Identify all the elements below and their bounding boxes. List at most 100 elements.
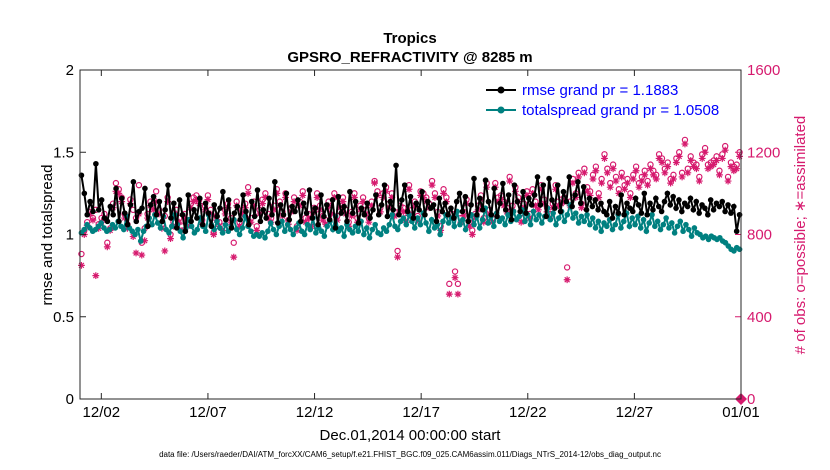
assimilated-obs-point [451, 274, 459, 282]
rmse-point [647, 200, 653, 207]
rmse-point [517, 208, 523, 215]
assimilated-obs-point [236, 222, 243, 230]
rmse-point [196, 195, 203, 202]
assimilated-obs-point [161, 247, 169, 255]
rmse-point [220, 188, 226, 195]
assimilated-obs-point [388, 194, 396, 201]
rmse-point [638, 210, 645, 216]
assimilated-obs-point [606, 183, 614, 191]
totalspread-point [307, 226, 314, 233]
rmse-point [667, 202, 674, 208]
totalspread-point [411, 225, 418, 231]
totalspread-point [550, 210, 556, 216]
totalspread-point [149, 221, 155, 228]
rmse-point [410, 215, 417, 221]
rmse-point [653, 195, 659, 202]
rmse-point [124, 221, 131, 228]
assimilated-obs-point [534, 206, 542, 214]
totalspread-point [270, 226, 277, 233]
totalspread-point [620, 218, 627, 225]
rmse-point [367, 215, 373, 221]
assimilated-obs-point [167, 235, 174, 243]
assimilated-obs-point [652, 175, 660, 183]
assimilated-obs-point [624, 179, 631, 187]
rmse-point [430, 202, 437, 208]
possible-obs-point [454, 280, 462, 288]
totalspread-point [293, 225, 299, 231]
totalspread-point [217, 225, 223, 231]
rmse-point [286, 216, 293, 223]
rmse-point [387, 198, 394, 205]
assimilated-obs-point [103, 243, 111, 251]
rmse-point [425, 198, 431, 205]
rmse-point [202, 200, 209, 207]
rmse-point [145, 223, 151, 230]
rmse-point [531, 192, 538, 198]
rmse-point [456, 190, 463, 197]
assimilated-obs-point [302, 218, 310, 226]
rmse-point [289, 203, 295, 210]
rmse-point [323, 202, 330, 208]
rmse-point [295, 197, 301, 203]
rmse-point [485, 198, 492, 205]
totalspread-point [233, 226, 240, 233]
rmse-point [119, 195, 125, 202]
totalspread-point [169, 223, 175, 230]
totalspread-point [214, 218, 220, 225]
chart-title-line-1: Tropics [383, 30, 436, 47]
assimilated-obs-point [670, 175, 677, 183]
rmse-point [217, 205, 223, 211]
totalspread-point [643, 228, 650, 235]
assimilated-obs-point [664, 163, 672, 171]
assimilated-obs-point [710, 161, 718, 168]
rmse-point [655, 203, 662, 210]
rmse-point [130, 179, 137, 185]
y-axis-label-left: rmse and totalspread [39, 165, 56, 306]
x-tick-label: 12/27 [616, 404, 654, 421]
rmse-point [266, 195, 272, 202]
totalspread-point [688, 233, 695, 239]
rmse-point [710, 207, 717, 213]
assimilated-obs-point [678, 173, 686, 181]
totalspread-point [674, 223, 681, 230]
rmse-point [546, 175, 552, 182]
rmse-point [514, 198, 521, 205]
rmse-point [615, 210, 622, 216]
rmse-point [298, 218, 304, 225]
assimilated-obs-point [181, 214, 189, 222]
rmse-point [309, 215, 316, 221]
rmse-point [315, 221, 321, 228]
totalspread-point [112, 225, 119, 231]
assimilated-obs-point [592, 167, 600, 175]
rmse-point [589, 203, 596, 210]
assimilated-obs-point [690, 163, 697, 171]
rmse-point [728, 210, 734, 216]
possible-obs-point [394, 247, 401, 255]
assimilated-obs-point [532, 202, 539, 210]
rmse-point [110, 211, 116, 218]
rmse-point [557, 208, 564, 215]
assimilated-obs-point [365, 218, 373, 226]
totalspread-point [572, 210, 579, 216]
assimilated-obs-point [517, 218, 525, 226]
assimilated-obs-point [405, 185, 413, 193]
rmse-point [419, 188, 425, 195]
legend-spread-marker [497, 106, 505, 114]
assimilated-obs-point [727, 163, 735, 171]
assimilated-obs-point [394, 253, 401, 261]
assimilated-obs-point [595, 194, 603, 201]
rmse-point [243, 208, 249, 215]
rmse-point [260, 207, 267, 213]
possible-obs-point [230, 239, 237, 246]
rmse-point [566, 174, 573, 180]
rmse-point [113, 185, 119, 192]
possible-obs-point [244, 184, 252, 191]
rmse-point [433, 218, 440, 225]
totalspread-point [273, 231, 280, 238]
rmse-point [661, 198, 668, 205]
assimilated-obs-point [319, 216, 327, 224]
rmse-point [228, 225, 235, 231]
assimilated-obs-point [629, 175, 637, 183]
rmse-point [422, 211, 428, 218]
rmse-point [121, 210, 128, 216]
